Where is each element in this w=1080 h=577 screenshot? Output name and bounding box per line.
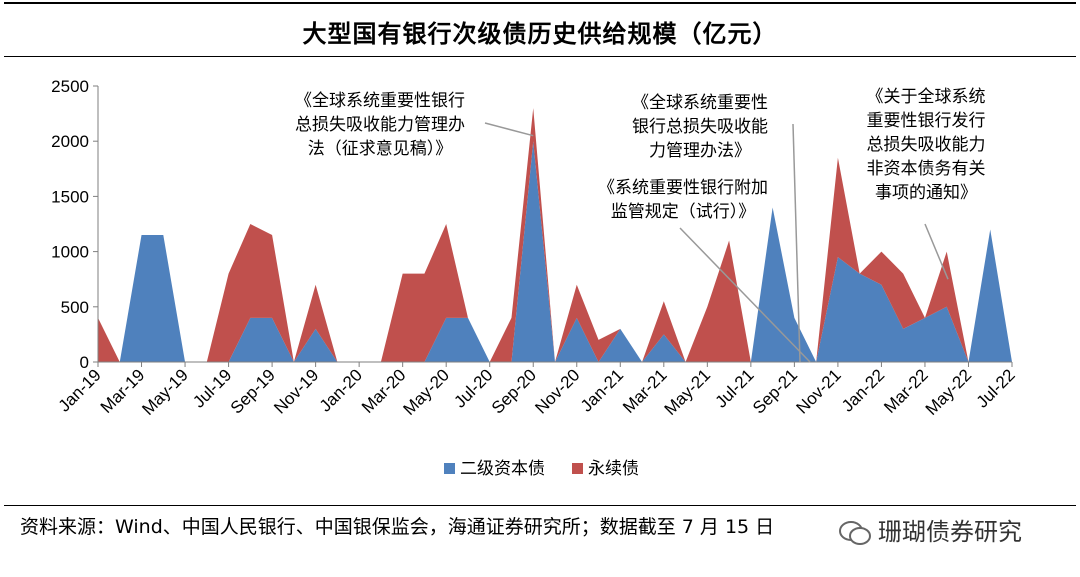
legend: 二级资本债 永续债	[444, 459, 639, 479]
x-tick-label: Sep-20	[488, 365, 540, 417]
legend-label-2: 永续债	[588, 459, 639, 479]
y-tick-label: 2500	[51, 77, 89, 96]
x-tick-label: Mar-21	[619, 365, 671, 417]
area-series-group	[98, 108, 1012, 362]
annotation-3-line: 监管规定（试行）》	[611, 202, 756, 222]
x-tick-label: Jul-22	[973, 365, 1019, 411]
annotation-1-line: 《全球系统重要性银行	[295, 91, 465, 111]
watermark-text: 珊瑚债券研究	[878, 518, 1022, 546]
x-tick-label: Nov-21	[793, 365, 845, 417]
title-rule	[4, 56, 1076, 57]
annotation-leader-4	[924, 223, 949, 280]
y-tick-label: 1000	[51, 243, 89, 262]
x-tick-label: Nov-20	[531, 365, 583, 417]
x-tick-label: May-21	[661, 365, 715, 419]
x-tick-label: Sep-19	[227, 365, 279, 417]
x-tick-label: Mar-19	[97, 365, 149, 417]
x-tick-label: Sep-21	[749, 365, 801, 417]
annotation-leader-2	[792, 123, 801, 363]
annotation-2-line: 《全球系统重要性	[632, 93, 768, 113]
annotation-2-line: 力管理办法》	[649, 141, 751, 161]
legend-label-1: 二级资本债	[460, 459, 545, 479]
x-tick-label: May-22	[922, 365, 976, 419]
area-series-1	[98, 141, 1012, 362]
annotation-4-line: 非资本债务有关	[867, 159, 986, 179]
annotation-leader-1	[484, 122, 534, 137]
annotation-4-line: 重要性银行发行	[867, 111, 986, 131]
axes-group	[97, 86, 1012, 363]
y-tick-label: 2000	[51, 132, 89, 151]
annotation-2-line: 银行总损失吸收能	[632, 117, 768, 137]
annotation-4-line: 总损失吸收能力	[867, 135, 986, 155]
x-tick-label: Jan-19	[55, 365, 105, 415]
bottom-rule	[4, 505, 1076, 506]
y-tick-label: 1500	[51, 187, 89, 206]
top-rule	[4, 2, 1076, 4]
x-tick-label: May-19	[138, 365, 192, 419]
legend-swatch-1	[444, 463, 455, 474]
x-tick-label: May-20	[399, 365, 453, 419]
x-tick-label: Jan-21	[577, 365, 627, 415]
annotation-4-line: 事项的通知》	[875, 183, 977, 203]
x-tick-label: Mar-20	[358, 365, 410, 417]
chart-title: 大型国有银行次级债历史供给规模（亿元）	[302, 20, 778, 48]
legend-swatch-2	[572, 463, 583, 474]
x-tick-label: Nov-19	[270, 365, 322, 417]
annotation-1-line: 法（征求意见稿）》	[308, 139, 453, 159]
source-note: 资料来源：Wind、中国人民银行、中国银保监会，海通证券研究所；数据截至 7 月…	[20, 516, 775, 538]
y-tick-label: 500	[61, 298, 89, 317]
annotation-leader-3	[679, 227, 811, 363]
x-tick-label: Mar-22	[880, 365, 932, 417]
annotation-3-line: 《系统重要性银行附加	[598, 178, 768, 198]
x-tick-label: Jan-20	[316, 365, 366, 415]
y-tick-labels: 0 500 1000 1500 2000 2500	[51, 77, 98, 372]
watermark: 珊瑚债券研究	[838, 512, 1022, 547]
y-tick-label: 0	[80, 353, 89, 372]
x-tick-label: Jan-22	[838, 365, 888, 415]
annotation-4-line: 《关于全球系统	[867, 87, 986, 107]
wechat-icon	[839, 521, 871, 545]
x-tick-labels: Jan-19Mar-19May-19Jul-19Sep-19Nov-19Jan-…	[55, 362, 1019, 419]
annotation-1-line: 总损失吸收能力管理办	[295, 115, 465, 135]
